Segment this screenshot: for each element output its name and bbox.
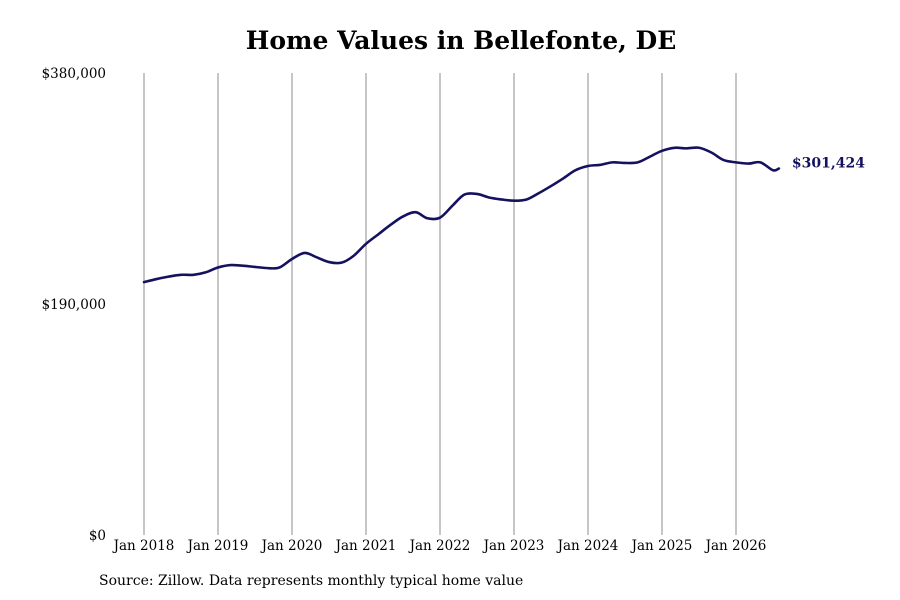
series-layer: $301,424 [142,146,865,284]
series-line [142,146,781,284]
source-note: Source: Zillow. Data represents monthly … [99,573,524,589]
y-axis-tick-labels: $380,000 $190,000 $0 [42,66,106,544]
end-value-label: $301,424 [792,156,865,172]
x-tick-label: Jan 2020 [260,538,323,554]
gridlines [143,73,737,535]
y-tick-label: $190,000 [42,297,106,313]
y-tick-label: $380,000 [42,66,106,82]
x-tick-label: Jan 2021 [334,538,397,554]
y-tick-label: $0 [89,528,106,544]
x-tick-label: Jan 2025 [630,538,693,554]
x-tick-label: Jan 2024 [556,538,619,554]
x-tick-label: Jan 2026 [704,538,767,554]
x-axis-tick-labels: Jan 2018 Jan 2019 Jan 2020 Jan 2021 Jan 2022… [112,538,767,554]
x-tick-label: Jan 2022 [408,538,471,554]
x-tick-label: Jan 2018 [112,538,175,554]
x-tick-label: Jan 2023 [482,538,545,554]
x-tick-label: Jan 2019 [186,538,249,554]
chart-title: Home Values in Bellefonte, DE [245,26,677,55]
